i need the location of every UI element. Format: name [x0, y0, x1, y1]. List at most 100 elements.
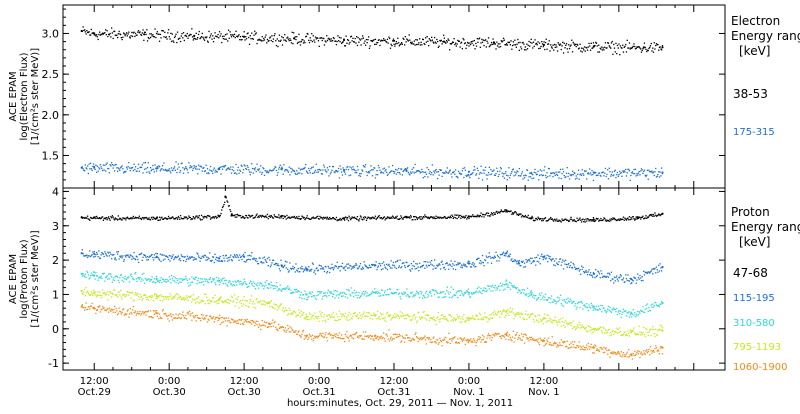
data-point: [345, 174, 346, 175]
data-point: [648, 307, 649, 308]
data-point: [483, 317, 484, 318]
data-point: [363, 217, 364, 218]
data-point: [278, 265, 279, 266]
data-point: [151, 217, 152, 218]
data-point: [264, 175, 265, 176]
data-point: [89, 250, 90, 251]
data-point: [549, 302, 550, 303]
data-point: [322, 173, 323, 174]
data-point: [158, 296, 159, 297]
data-point: [192, 170, 193, 171]
data-point: [318, 270, 319, 271]
data-point: [258, 170, 259, 171]
data-point: [448, 38, 449, 39]
data-point: [547, 299, 548, 300]
series-anchor-point: [231, 214, 233, 216]
data-point: [306, 217, 307, 218]
data-point: [368, 171, 369, 172]
series-anchor-point: [81, 216, 83, 218]
data-point: [232, 297, 233, 298]
data-point: [565, 45, 566, 46]
data-point: [294, 311, 295, 312]
data-point: [437, 178, 438, 179]
data-point: [91, 306, 92, 307]
data-point: [139, 299, 140, 300]
data-point: [287, 37, 288, 38]
data-point: [473, 265, 474, 266]
data-point: [579, 270, 580, 271]
data-point: [102, 216, 103, 217]
data-point: [310, 37, 311, 38]
data-point: [167, 218, 168, 219]
data-point: [249, 283, 250, 284]
data-point: [517, 314, 518, 315]
data-point: [107, 308, 108, 309]
data-point: [202, 279, 203, 280]
data-point: [397, 260, 398, 261]
data-point: [585, 271, 586, 272]
data-point: [382, 314, 383, 315]
data-point: [190, 217, 191, 218]
data-point: [148, 171, 149, 172]
data-point: [220, 282, 221, 283]
data-point: [105, 170, 106, 171]
data-point: [106, 294, 107, 295]
data-point: [234, 294, 235, 295]
data-point: [581, 221, 582, 222]
data-point: [268, 40, 269, 41]
data-point: [274, 214, 275, 215]
data-point: [262, 285, 263, 286]
data-point: [586, 272, 587, 273]
data-point: [522, 261, 523, 262]
data-point: [82, 304, 83, 305]
data-point: [112, 215, 113, 216]
data-point: [163, 169, 164, 170]
data-point: [173, 42, 174, 43]
data-point: [241, 39, 242, 40]
data-point: [295, 174, 296, 175]
data-point: [418, 42, 419, 43]
data-point: [255, 307, 256, 308]
series-anchor-point: [268, 302, 270, 304]
data-point: [206, 297, 207, 298]
data-point: [524, 216, 525, 217]
data-point: [268, 265, 269, 266]
data-point: [229, 257, 230, 258]
data-point: [119, 294, 120, 295]
data-point: [598, 329, 599, 330]
data-point: [400, 215, 401, 216]
data-point: [83, 294, 84, 295]
data-point: [235, 255, 236, 256]
data-point: [300, 44, 301, 45]
data-point: [566, 43, 567, 44]
data-point: [386, 42, 387, 43]
data-point: [659, 270, 660, 271]
data-point: [310, 172, 311, 173]
data-point: [95, 278, 96, 279]
data-point: [183, 260, 184, 261]
data-point: [573, 321, 574, 322]
data-point: [233, 170, 234, 171]
data-point: [570, 300, 571, 301]
data-point: [495, 173, 496, 174]
data-point: [645, 309, 646, 310]
data-point: [519, 317, 520, 318]
data-point: [647, 273, 648, 274]
data-point: [618, 310, 619, 311]
data-point: [191, 276, 192, 277]
data-point: [565, 302, 566, 303]
data-point: [230, 34, 231, 35]
data-point: [443, 316, 444, 317]
data-point: [590, 272, 591, 273]
data-point: [246, 38, 247, 39]
data-point: [564, 264, 565, 265]
data-point: [324, 314, 325, 315]
series-anchor-point: [543, 317, 545, 319]
data-point: [326, 35, 327, 36]
data-point: [226, 33, 227, 34]
data-point: [412, 219, 413, 220]
data-point: [492, 318, 493, 319]
data-point: [225, 34, 226, 35]
data-point: [224, 280, 225, 281]
data-point: [263, 288, 264, 289]
